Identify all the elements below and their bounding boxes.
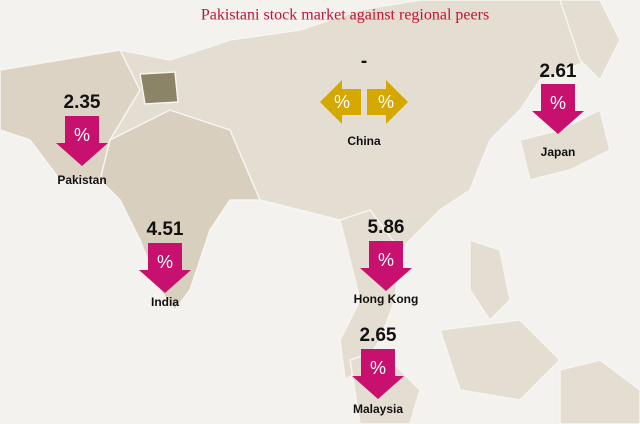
down-arrow	[139, 243, 191, 293]
market-name: Japan	[541, 145, 576, 159]
down-arrow	[532, 84, 584, 134]
arrow-symbol: %	[334, 92, 350, 112]
arrow-symbol: %	[378, 92, 394, 112]
market-name: China	[347, 134, 381, 148]
market-name: Hong Kong	[354, 292, 419, 306]
market-name: Pakistan	[57, 173, 106, 187]
down-arrow	[56, 116, 108, 166]
arrow-symbol: %	[74, 125, 90, 145]
market-value: 5.86	[368, 217, 405, 238]
arrow-symbol: %	[378, 250, 394, 270]
market-value: -	[361, 51, 367, 72]
down-arrow	[352, 349, 404, 399]
right-arrow	[367, 80, 408, 124]
title: Pakistani stock market against regional …	[201, 7, 489, 24]
market-name: Malaysia	[353, 402, 403, 416]
arrow-symbol: %	[157, 252, 173, 272]
market-value: 2.61	[540, 61, 577, 82]
arrow-symbol: %	[370, 358, 386, 378]
market-value: 2.35	[64, 92, 101, 113]
market-value: 4.51	[147, 219, 184, 240]
left-arrow	[320, 80, 361, 124]
down-arrow	[360, 241, 412, 291]
market-name: India	[151, 295, 179, 309]
market-value: 2.65	[360, 325, 397, 346]
arrow-symbol: %	[550, 93, 566, 113]
